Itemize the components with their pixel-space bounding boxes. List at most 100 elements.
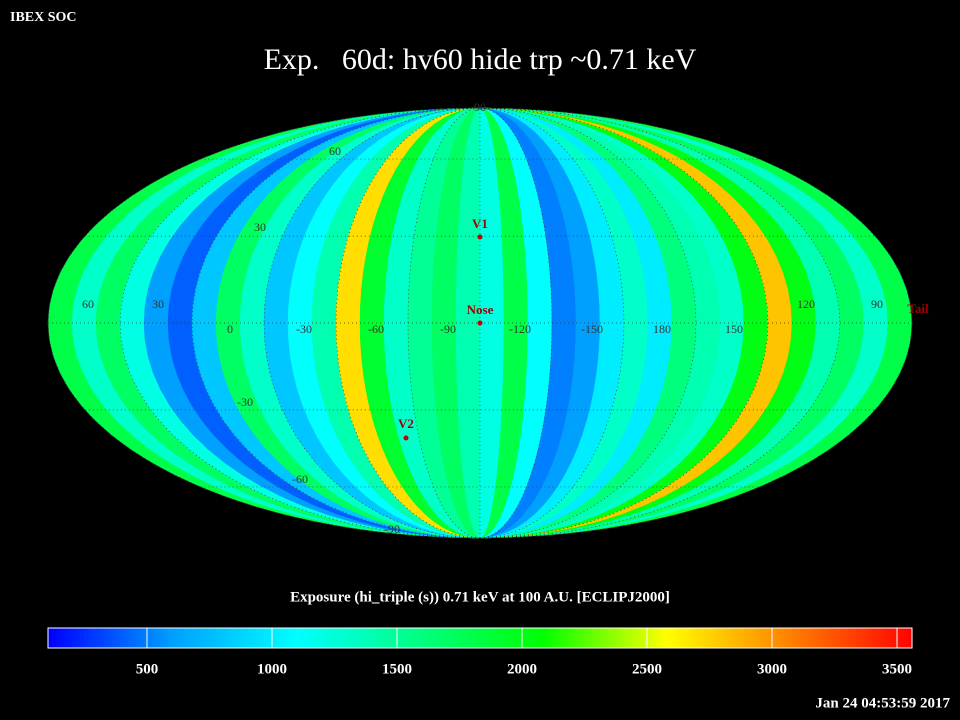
colorbar-cell	[428, 628, 433, 648]
colorbar-cell	[256, 628, 261, 648]
colorbar-cell	[240, 628, 245, 648]
colorbar-cell	[144, 628, 149, 648]
colorbar-cell	[720, 628, 725, 648]
colorbar-cell	[884, 628, 889, 648]
colorbar-cell	[484, 628, 489, 648]
colorbar-cell	[716, 628, 721, 648]
colorbar-cell	[92, 628, 97, 648]
colorbar-cell	[212, 628, 217, 648]
colorbar-cell	[356, 628, 361, 648]
colorbar-cell	[404, 628, 409, 648]
colorbar-cell	[464, 628, 469, 648]
colorbar-cell	[684, 628, 689, 648]
colorbar-cell	[732, 628, 737, 648]
colorbar-cell	[740, 628, 745, 648]
colorbar-cell	[772, 628, 777, 648]
colorbar-cell	[440, 628, 445, 648]
colorbar-cell	[784, 628, 789, 648]
colorbar-cell	[680, 628, 685, 648]
colorbar-cell	[656, 628, 661, 648]
colorbar-cell	[864, 628, 869, 648]
colorbar-cell	[424, 628, 429, 648]
colorbar-cell	[56, 628, 61, 648]
colorbar-cell	[840, 628, 845, 648]
colorbar-cell	[636, 628, 641, 648]
colorbar-cell	[712, 628, 717, 648]
latitude-label: -90	[384, 522, 400, 536]
colorbar-cell	[832, 628, 837, 648]
colorbar-cell	[136, 628, 141, 648]
colorbar-cell	[216, 628, 221, 648]
longitude-label: 150	[725, 322, 743, 336]
source-label: IBEX SOC	[10, 10, 77, 25]
colorbar-cell	[596, 628, 601, 648]
colorbar-cell	[120, 628, 125, 648]
colorbar-cell	[320, 628, 325, 648]
colorbar-cell	[276, 628, 281, 648]
colorbar-cell	[204, 628, 209, 648]
colorbar-cell	[80, 628, 85, 648]
colorbar-cell	[328, 628, 333, 648]
colorbar-cell	[820, 628, 825, 648]
colorbar-cell	[48, 628, 53, 648]
colorbar-cell	[552, 628, 557, 648]
colorbar-cell	[184, 628, 189, 648]
colorbar-cell	[476, 628, 481, 648]
colorbar-cell	[752, 628, 757, 648]
colorbar-cell	[708, 628, 713, 648]
colorbar-cell	[176, 628, 181, 648]
longitude-label: 90	[871, 297, 883, 311]
colorbar-cell	[488, 628, 493, 648]
colorbar-cell	[128, 628, 133, 648]
colorbar-cell	[744, 628, 749, 648]
colorbar-cell	[504, 628, 509, 648]
colorbar-frame	[47, 627, 913, 649]
colorbar-cell	[548, 628, 553, 648]
colorbar-cell	[148, 628, 153, 648]
colorbar-cell	[908, 628, 913, 648]
longitude-label: -90	[440, 322, 456, 336]
marker-dot	[477, 234, 483, 240]
colorbar-cell	[460, 628, 465, 648]
colorbar-cell	[280, 628, 285, 648]
colorbar-cell	[564, 628, 569, 648]
colorbar-cell	[620, 628, 625, 648]
colorbar-cell	[308, 628, 313, 648]
longitude-label: -120	[509, 322, 531, 336]
colorbar-cell	[452, 628, 457, 648]
colorbar-label: Exposure (hi_triple (s)) 0.71 keV at 100…	[290, 589, 670, 605]
colorbar-cell	[788, 628, 793, 648]
marker-dot	[477, 320, 483, 326]
colorbar-cell	[624, 628, 629, 648]
latitude-label: 30	[254, 220, 266, 234]
colorbar-cell	[608, 628, 613, 648]
colorbar-cell	[872, 628, 877, 648]
colorbar-cell	[496, 628, 501, 648]
colorbar-cell	[556, 628, 561, 648]
colorbar-cell	[168, 628, 173, 648]
colorbar-cell	[348, 628, 353, 648]
colorbar-cell	[324, 628, 329, 648]
colorbar-cell	[572, 628, 577, 648]
longitude-label: -150	[581, 322, 603, 336]
colorbar-cell	[468, 628, 473, 648]
colorbar-cell	[220, 628, 225, 648]
colorbar-cell	[828, 628, 833, 648]
colorbar-cell	[500, 628, 505, 648]
colorbar-cell	[296, 628, 301, 648]
colorbar-cell	[896, 628, 901, 648]
colorbar-tick-label: 2500	[632, 661, 662, 677]
colorbar-cell	[172, 628, 177, 648]
colorbar-cell	[668, 628, 673, 648]
marker-label: Nose	[467, 302, 494, 317]
colorbar-cell	[644, 628, 649, 648]
colorbar-cell	[580, 628, 585, 648]
colorbar-cell	[660, 628, 665, 648]
colorbar-cell	[108, 628, 113, 648]
longitude-label: -60	[368, 322, 384, 336]
colorbar-cell	[672, 628, 677, 648]
colorbar-cell	[436, 628, 441, 648]
colorbar-cell	[68, 628, 73, 648]
colorbar-cell	[696, 628, 701, 648]
longitude-label: 0	[227, 322, 233, 336]
